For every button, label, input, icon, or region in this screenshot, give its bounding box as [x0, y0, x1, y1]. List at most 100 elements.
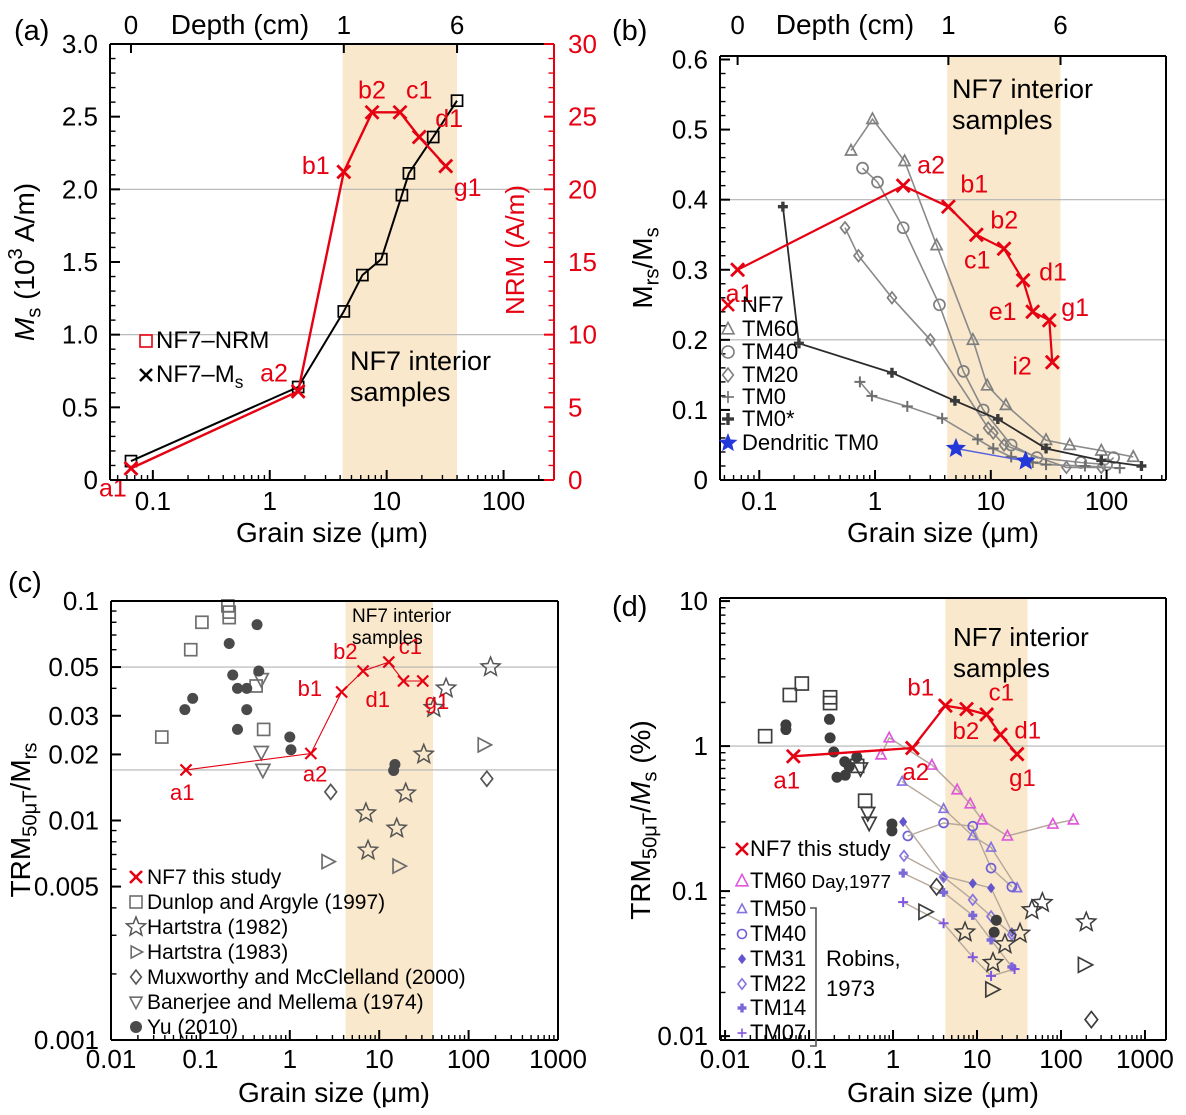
annotation-nf7-interior-samples: NF7 interior: [352, 606, 452, 627]
x-axis-title: Grain size (μm): [847, 1077, 1039, 1108]
annotation-nf7-interior-samples: samples: [352, 628, 423, 649]
point-label-c1: c1: [406, 76, 432, 104]
y2-tick-label: 25: [568, 102, 597, 132]
legend-bracket-label: Robins,: [826, 946, 901, 971]
y-tick-label: 2.0: [62, 174, 98, 204]
x-tick-label: 0.01: [700, 1044, 751, 1074]
y-tick-label: 0.5: [672, 115, 708, 145]
x-tick-label: 1000: [1116, 1044, 1174, 1074]
series-muxworthy-mcclelland-2000: [323, 769, 494, 801]
point-label-c1: c1: [964, 247, 990, 275]
x-tick-label: 1: [263, 486, 277, 516]
y-tick-label: 0.1: [672, 876, 708, 906]
depth-axis-title: Depth (cm): [776, 9, 914, 40]
point-label-b2: b2: [333, 639, 357, 664]
legend-label: Dendritic TM0: [742, 430, 879, 455]
series-nf7-ms: [124, 94, 464, 468]
x-tick-label: 10: [365, 1044, 394, 1074]
x-tick-label: 10: [372, 486, 401, 516]
x-tick-label: 10: [963, 1044, 992, 1074]
x-axis-title: Grain size (μm): [236, 517, 428, 548]
legend-label: TM40: [742, 339, 798, 364]
x-tick-label: 0.1: [741, 486, 777, 516]
legend-label: NF7: [742, 292, 784, 317]
point-label-d1: d1: [1039, 258, 1067, 286]
axes-c: 0.01 0.1 1 10 100 1000 Grain size (μm) 0.1 0.05 0…: [5, 586, 587, 1108]
y-tick-label: 0.001: [34, 1025, 99, 1055]
y-tick-label: 0.03: [48, 701, 99, 731]
y-tick-label: 0: [84, 465, 98, 495]
depth-tick-label: 6: [450, 10, 464, 40]
series-circles-gray: [780, 713, 1002, 938]
y2-tick-label: 15: [568, 247, 597, 277]
y-tick-label: 0.5: [62, 392, 98, 422]
y-axis-title: Ms (103 A/m): [5, 183, 45, 341]
y-tick-label: 1.0: [62, 320, 98, 350]
point-label-a1: a1: [170, 780, 194, 805]
legend-label: TM50: [750, 896, 806, 921]
annotation-nf7-interior-samples: NF7 interior: [953, 622, 1089, 652]
point-label-b1: b1: [960, 171, 988, 199]
x-tick-label: 0.1: [791, 1044, 827, 1074]
point-label-g1: g1: [1061, 294, 1089, 322]
series-downtriangles-gray: [852, 762, 878, 833]
point-label-g1: g1: [425, 689, 449, 714]
legend-label: TM14: [750, 995, 806, 1020]
depth-tick-label: 1: [337, 10, 351, 40]
y2-tick-label: 5: [568, 392, 582, 422]
y-tick-label: 0.3: [672, 255, 708, 285]
y-tick-label: 1: [694, 731, 708, 761]
y2-tick-label: 30: [568, 29, 597, 59]
panel-letter-b: (b): [612, 15, 647, 47]
point-label-b1: b1: [907, 675, 934, 702]
series-stars-gray: [953, 890, 1098, 973]
legend-label: Dunlop and Argyle (1997): [147, 891, 385, 914]
x-tick-label: 1: [868, 486, 882, 516]
x-axis-title: Grain size (μm): [238, 1077, 430, 1108]
x-tick-label: 0.01: [86, 1044, 137, 1074]
y-tick-label: 2.5: [62, 102, 98, 132]
x-tick-label: 0.1: [135, 486, 171, 516]
series-righttriangles-gray: [918, 902, 1095, 999]
legend-label: Banerjee and Mellema (1974): [147, 991, 424, 1014]
point-label-a2: a2: [917, 152, 945, 180]
y2-tick-label: 0: [568, 465, 582, 495]
y-tick-label: 0.05: [48, 652, 99, 682]
legend-label: TM40: [750, 921, 806, 946]
series-tm40: [856, 161, 1120, 471]
point-label-i2: i2: [1012, 352, 1031, 380]
x-tick-label: 100: [1039, 1044, 1082, 1074]
legend-a: NF7–NRM NF7–Ms: [139, 327, 269, 392]
y-axis-title: TRM50μT/Mrs: [5, 743, 42, 898]
legend-label: TM07: [750, 1020, 806, 1045]
series-tm60-day-1977: [874, 730, 1080, 841]
point-label-a2: a2: [303, 761, 327, 786]
legend-label: TM0*: [742, 406, 795, 431]
y-tick-label: 0.4: [672, 185, 708, 215]
depth-tick-label: 0: [730, 10, 744, 40]
legend-label: TM60 Day,1977: [750, 868, 891, 893]
y-tick-label: 3.0: [62, 29, 98, 59]
y-tick-label: 10: [679, 586, 708, 616]
y-axis-title: TRM50μT/Ms (%): [625, 720, 662, 920]
point-label-d1: d1: [1014, 718, 1041, 745]
point-label-a2: a2: [260, 359, 288, 387]
point-label-d1: d1: [366, 687, 390, 712]
y2-axis-title: NRM (A/m): [500, 185, 530, 315]
legend-label: NF7–NRM: [156, 327, 269, 354]
series-hartstra-1983: [321, 736, 494, 875]
point-label-d1: d1: [435, 105, 463, 133]
panel-letter-a: (a): [14, 15, 49, 47]
panel-letter-d: (d): [612, 591, 647, 623]
legend-label: NF7–Ms: [156, 361, 244, 392]
series-dunlop-argyle-1997: [154, 599, 271, 744]
